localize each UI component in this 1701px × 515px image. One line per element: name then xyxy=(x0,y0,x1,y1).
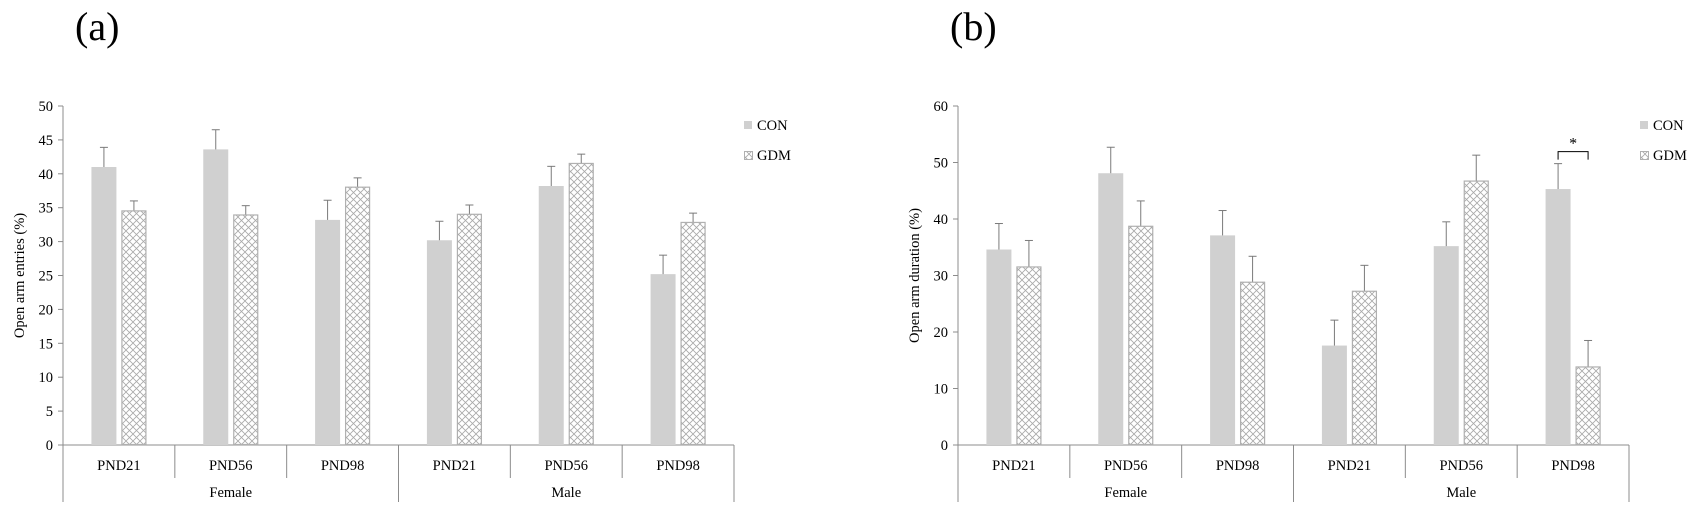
significance-star: * xyxy=(1569,136,1577,153)
legend-swatch-con xyxy=(1640,121,1648,129)
y-tick-label: 15 xyxy=(39,336,54,352)
bar-con xyxy=(986,249,1012,445)
y-tick-label: 30 xyxy=(934,269,949,285)
bar-gdm xyxy=(121,210,147,446)
legend-label: GDM xyxy=(757,148,791,164)
y-tick-label: 60 xyxy=(934,99,949,115)
bar-gdm xyxy=(1351,290,1378,446)
y-tick-label: 40 xyxy=(39,167,54,183)
x-tick-label: PND21 xyxy=(433,458,477,474)
x-tick-label: PND98 xyxy=(656,458,700,474)
bar-gdm xyxy=(1575,366,1601,446)
y-tick-label: 5 xyxy=(46,404,53,420)
bar-con xyxy=(1545,189,1571,445)
legend-swatch-con xyxy=(744,121,752,129)
y-tick-label: 10 xyxy=(934,382,949,398)
legend-label: GDM xyxy=(1653,148,1687,164)
bar-con xyxy=(650,274,676,445)
x-tick-label: PND98 xyxy=(1551,458,1595,474)
y-axis-label: Open arm entries (%) xyxy=(12,213,28,338)
bar-con xyxy=(315,219,341,445)
group-label: Female xyxy=(1104,485,1147,501)
y-tick-label: 0 xyxy=(941,438,948,454)
group-label: Male xyxy=(1446,485,1476,501)
legend-swatch-gdm xyxy=(744,151,753,160)
bar-gdm xyxy=(1463,180,1489,446)
y-tick-label: 50 xyxy=(934,156,949,172)
bar-con xyxy=(1321,345,1347,445)
y-tick-label: 20 xyxy=(39,302,54,318)
bar-gdm xyxy=(344,186,371,446)
bar-gdm xyxy=(1016,266,1042,446)
bar-con xyxy=(91,167,117,445)
panel-label: (b) xyxy=(950,4,997,49)
x-tick-label: PND21 xyxy=(992,458,1036,474)
legend-swatch-gdm xyxy=(1640,151,1649,160)
bar-con xyxy=(1433,246,1459,445)
y-tick-label: 35 xyxy=(39,201,54,217)
x-tick-label: PND56 xyxy=(1104,458,1148,474)
bar-gdm xyxy=(680,221,706,446)
legend-label: CON xyxy=(757,118,788,134)
group-label: Male xyxy=(551,485,581,501)
y-tick-label: 0 xyxy=(46,438,53,454)
significance-bracket xyxy=(1557,151,1589,160)
x-tick-label: PND56 xyxy=(544,458,588,474)
x-tick-label: PND21 xyxy=(1328,458,1372,474)
bar-gdm xyxy=(1239,281,1266,446)
bar-con xyxy=(1098,173,1124,446)
bar-gdm xyxy=(1128,225,1154,446)
y-tick-label: 30 xyxy=(39,235,54,251)
bar-gdm xyxy=(233,214,259,446)
legend-label: CON xyxy=(1653,118,1684,134)
chart-panel-b: (b) 0 10 20 30 40 50 60 Open arm duration (%) PND… xyxy=(907,4,1687,502)
y-tick-label: 10 xyxy=(39,370,54,386)
bar-gdm xyxy=(456,213,483,446)
x-tick-label: PND21 xyxy=(97,458,141,474)
panel-label: (a) xyxy=(75,4,119,49)
y-tick-label: 25 xyxy=(39,269,54,285)
x-tick-label: PND56 xyxy=(209,458,253,474)
y-tick-label: 45 xyxy=(39,133,54,149)
y-tick-label: 40 xyxy=(934,212,949,228)
group-label: Female xyxy=(209,485,252,501)
y-tick-label: 50 xyxy=(39,99,54,115)
bar-con xyxy=(426,240,452,445)
y-axis-label: Open arm duration (%) xyxy=(907,208,923,343)
x-tick-label: PND56 xyxy=(1439,458,1483,474)
bar-gdm xyxy=(568,162,594,446)
x-tick-label: PND98 xyxy=(1216,458,1260,474)
chart-panel-a: (a) 0 5 10 15 20 25 30 35 40 45 50 Open arm entries … xyxy=(12,4,791,502)
bar-con xyxy=(1210,235,1236,445)
x-tick-label: PND98 xyxy=(321,458,365,474)
y-tick-label: 20 xyxy=(934,325,949,341)
bar-con xyxy=(538,186,564,445)
bar-con xyxy=(203,149,229,445)
